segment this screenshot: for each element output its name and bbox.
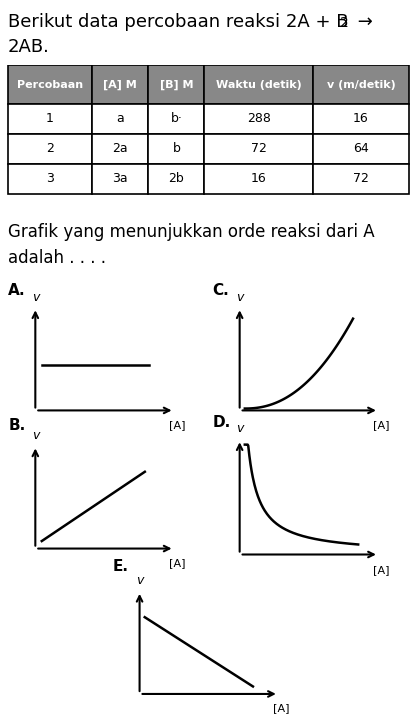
Bar xyxy=(148,104,204,134)
Text: v: v xyxy=(32,429,39,442)
Text: [A]: [A] xyxy=(169,558,185,568)
Bar xyxy=(313,134,409,164)
Text: 72: 72 xyxy=(353,172,369,185)
Text: Berikut data percobaan reaksi 2A + B: Berikut data percobaan reaksi 2A + B xyxy=(8,13,349,31)
Bar xyxy=(8,65,92,104)
Text: Grafik yang menunjukkan orde reaksi dari A: Grafik yang menunjukkan orde reaksi dari… xyxy=(8,222,374,241)
Bar xyxy=(92,104,148,134)
Bar xyxy=(148,164,204,194)
Bar xyxy=(204,164,313,194)
Text: 64: 64 xyxy=(353,142,369,156)
Text: 2: 2 xyxy=(340,16,349,30)
Text: Percobaan: Percobaan xyxy=(17,79,83,89)
Text: 2AB.: 2AB. xyxy=(8,38,50,56)
Text: b·: b· xyxy=(171,112,182,125)
Text: 3: 3 xyxy=(46,172,54,185)
Text: 288: 288 xyxy=(247,112,271,125)
Text: v: v xyxy=(32,291,39,304)
Text: [A]: [A] xyxy=(373,565,389,575)
Text: 2a: 2a xyxy=(113,142,128,156)
Text: 16: 16 xyxy=(353,112,369,125)
Text: v (m/detik): v (m/detik) xyxy=(327,79,395,89)
Text: b: b xyxy=(173,142,181,156)
Bar xyxy=(148,65,204,104)
Text: 3a: 3a xyxy=(113,172,128,185)
Text: [A] M: [A] M xyxy=(103,79,137,89)
Bar xyxy=(204,65,313,104)
Text: 2: 2 xyxy=(46,142,54,156)
Bar xyxy=(313,65,409,104)
Text: v: v xyxy=(236,422,244,435)
Text: [A]: [A] xyxy=(169,419,185,430)
Bar xyxy=(92,65,148,104)
Text: v: v xyxy=(236,291,244,304)
Text: E.: E. xyxy=(113,559,128,574)
Text: [A]: [A] xyxy=(273,703,289,713)
Bar xyxy=(313,164,409,194)
Text: 1: 1 xyxy=(46,112,54,125)
Bar xyxy=(8,134,92,164)
Bar xyxy=(204,134,313,164)
Text: [A]: [A] xyxy=(373,419,389,430)
Text: Waktu (detik): Waktu (detik) xyxy=(216,79,301,89)
Text: B.: B. xyxy=(8,417,25,433)
Text: C.: C. xyxy=(213,283,229,298)
Text: 72: 72 xyxy=(251,142,266,156)
Text: v: v xyxy=(136,574,143,587)
Bar xyxy=(313,104,409,134)
Text: 2b: 2b xyxy=(168,172,184,185)
Text: a: a xyxy=(116,112,124,125)
Bar xyxy=(92,164,148,194)
Bar xyxy=(8,164,92,194)
Text: 16: 16 xyxy=(251,172,266,185)
Text: [B] M: [B] M xyxy=(160,79,193,89)
Bar xyxy=(148,134,204,164)
Text: D.: D. xyxy=(213,415,231,430)
Text: A.: A. xyxy=(8,283,26,298)
Text: →: → xyxy=(352,13,373,31)
Bar xyxy=(204,104,313,134)
Bar xyxy=(92,134,148,164)
Text: adalah . . . .: adalah . . . . xyxy=(8,249,106,267)
Bar xyxy=(8,104,92,134)
